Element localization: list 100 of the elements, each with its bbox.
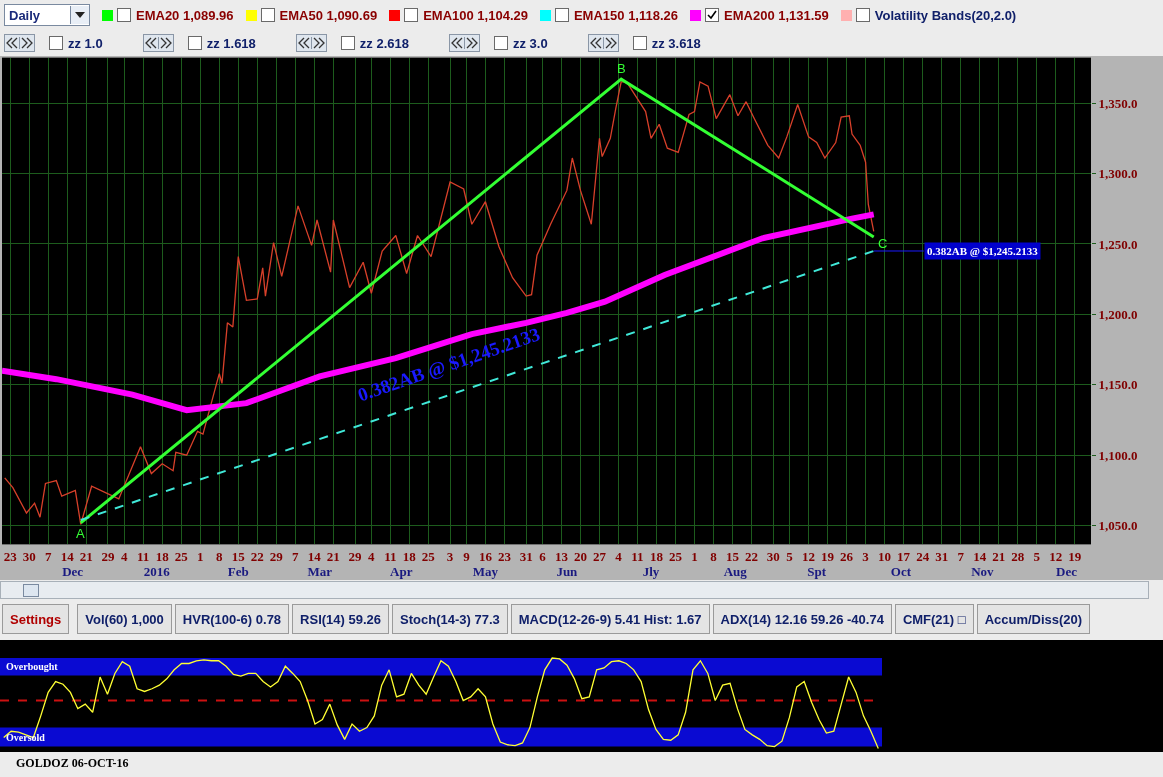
x-tick-label: 19 <box>1068 548 1082 564</box>
x-tick-label: 21 <box>326 548 340 564</box>
x-tick-label: 17 <box>897 548 911 564</box>
text: zz 1.0 <box>68 35 103 51</box>
x-tick-label: 1 <box>197 548 204 564</box>
x-tick-label: 9 <box>463 548 471 564</box>
x-tick-label: 18 <box>155 548 170 564</box>
x-tick-label: 30 <box>766 548 780 564</box>
x-tick-label: 23 <box>3 548 18 564</box>
x-tick-label: 3 <box>446 548 454 564</box>
x-tick-label: 7 <box>292 548 300 564</box>
text: EMA100 1,104.29 <box>423 7 528 23</box>
text: MACD(12-26-9) 5.41 Hist: 1.67 <box>510 604 710 634</box>
x-tick-label: 14 <box>307 548 322 564</box>
annotation: A <box>76 526 85 541</box>
text: zz 1.618 <box>206 35 256 51</box>
x2-tick-label: Dec <box>62 564 84 579</box>
x-tick-label: 28 <box>1011 548 1025 564</box>
x-tick-label: 22 <box>250 548 264 564</box>
x-tick-label: 31 <box>519 548 533 564</box>
x-tick-label: 21 <box>79 548 93 564</box>
x-tick-label: 20 <box>573 548 587 564</box>
x-tick-label: 26 <box>840 548 854 564</box>
x-tick-label: 18 <box>649 548 664 564</box>
x2-tick-label: Oct <box>890 564 912 579</box>
x-tick-label: 6 <box>539 548 547 564</box>
x2-tick-label: Spt <box>807 564 827 579</box>
x2-tick-label: Apr <box>390 564 413 579</box>
text: HVR(100-6) 0.78 <box>174 604 290 634</box>
x-tick-label: 12 <box>1049 548 1063 564</box>
x-tick-label: 25 <box>421 548 436 564</box>
x-tick-label: 25 <box>174 548 189 564</box>
text: EMA20 1,089.96 <box>136 7 234 23</box>
x-tick-label: 19 <box>821 548 835 564</box>
x2-tick-label: Jun <box>556 564 579 579</box>
annotation: 0.382AB @ $1,245.2133 <box>927 245 1039 257</box>
x2-tick-label: Dec <box>1056 564 1078 579</box>
x-tick-label: 14 <box>973 548 987 564</box>
band-label: Oversold <box>6 732 46 743</box>
y-tick-label: 1,250.0 <box>1098 236 1138 252</box>
x-tick-label: 27 <box>592 548 607 564</box>
y-tick-label: 1,150.0 <box>1098 377 1138 393</box>
x-tick-label: 11 <box>384 548 397 564</box>
x2-tick-label: Mar <box>307 564 333 579</box>
text: ADX(14) 12.16 59.26 -40.74 <box>712 604 892 634</box>
x-tick-label: 11 <box>137 548 150 564</box>
x-tick-label: 30 <box>22 548 36 564</box>
annotation: B <box>617 61 626 76</box>
text: GOLDOZ 06-OCT-16 <box>16 756 129 771</box>
text: Daily <box>8 7 42 23</box>
x-tick-label: 11 <box>631 548 644 564</box>
x-tick-label: 25 <box>669 548 683 564</box>
x-tick-label: 29 <box>348 548 363 564</box>
text: RSI(14) 59.26 <box>292 604 390 634</box>
x2-tick-label: 2016 <box>143 564 171 579</box>
x-tick-label: 4 <box>120 548 128 564</box>
x2-tick-label: Aug <box>723 564 748 579</box>
x-tick-label: 29 <box>269 548 284 564</box>
text: zz 3.0 <box>513 35 548 51</box>
x2-tick-label: May <box>472 564 499 579</box>
text: zz 3.618 <box>651 35 701 51</box>
x-tick-label: 18 <box>402 548 417 564</box>
x-tick-label: 4 <box>615 548 623 564</box>
y-tick-label: 1,300.0 <box>1098 166 1138 182</box>
x-tick-label: 29 <box>101 548 115 564</box>
x-tick-label: 8 <box>710 548 718 564</box>
x-tick-label: 7 <box>44 548 52 564</box>
x-tick-label: 5 <box>786 548 794 564</box>
text: Accum/Diss(20) <box>976 604 1091 634</box>
x-tick-label: 14 <box>60 548 75 564</box>
text: EMA200 1,131.59 <box>724 7 829 23</box>
text: EMA50 1,090.69 <box>279 7 378 23</box>
x-tick-label: 10 <box>878 548 892 564</box>
y-tick-label: 1,350.0 <box>1098 95 1138 111</box>
y-tick-label: 1,100.0 <box>1098 447 1138 463</box>
text: CMF(21) □ <box>894 604 974 634</box>
x2-tick-label: Jly <box>642 564 660 579</box>
text: Stoch(14-3) 77.3 <box>392 604 508 634</box>
y-tick-label: 1,200.0 <box>1098 306 1138 322</box>
x-tick-label: 22 <box>745 548 759 564</box>
x-tick-label: 23 <box>497 548 512 564</box>
x-tick-label: 7 <box>957 548 965 564</box>
text: zz 2.618 <box>359 35 409 51</box>
annotation: C <box>878 236 888 251</box>
x-tick-label: 13 <box>554 548 569 564</box>
x-tick-label: 5 <box>1033 548 1041 564</box>
x-tick-label: 4 <box>368 548 376 564</box>
text: Vol(60) 1,000 <box>77 604 172 634</box>
text: EMA150 1,118.26 <box>573 7 679 23</box>
x-tick-label: 12 <box>802 548 816 564</box>
x-tick-label: 31 <box>935 548 949 564</box>
x-tick-label: 15 <box>726 548 740 564</box>
band-label: Overbought <box>6 661 59 672</box>
text: Settings <box>2 604 70 634</box>
x-tick-label: 1 <box>691 548 698 564</box>
x-tick-label: 24 <box>916 548 930 564</box>
x-tick-label: 16 <box>478 548 493 564</box>
x-tick-label: 21 <box>992 548 1006 564</box>
x-tick-label: 3 <box>862 548 870 564</box>
text: Volatility Bands(20,2.0) <box>874 7 1017 23</box>
